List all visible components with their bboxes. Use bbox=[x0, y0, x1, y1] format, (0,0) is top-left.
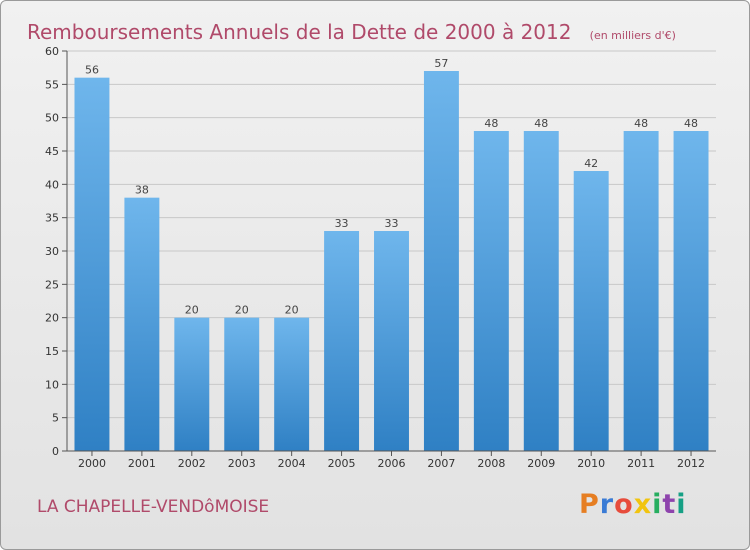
y-tick-label: 35 bbox=[45, 212, 59, 225]
x-tick-label: 2009 bbox=[527, 457, 555, 470]
unit-text: (en milliers d'€) bbox=[589, 29, 676, 42]
x-tick-label: 2011 bbox=[627, 457, 655, 470]
bar-2009 bbox=[523, 131, 559, 451]
bar-2011 bbox=[623, 131, 659, 451]
y-tick-label: 5 bbox=[52, 412, 59, 425]
bar-value-label: 48 bbox=[484, 117, 498, 130]
chart-title: Remboursements Annuels de la Dette de 20… bbox=[27, 9, 676, 47]
bar-2002 bbox=[174, 317, 210, 451]
y-tick-label: 45 bbox=[45, 145, 59, 158]
x-tick-label: 2010 bbox=[577, 457, 605, 470]
x-tick-label: 2008 bbox=[477, 457, 505, 470]
commune-name: LA CHAPELLE-VENDôMOISE bbox=[37, 497, 270, 517]
proxiti-logo[interactable]: Proxiti bbox=[579, 489, 687, 520]
logo-letter: i bbox=[652, 489, 663, 520]
logo-letter: P bbox=[579, 489, 600, 520]
bar-value-label: 20 bbox=[285, 304, 299, 317]
bar-value-label: 33 bbox=[335, 217, 349, 230]
logo-letter: o bbox=[614, 489, 634, 520]
bar-2001 bbox=[124, 197, 160, 451]
bars: 56 38 20 20 20 33 33 57 48 48 42 48 48 bbox=[74, 57, 709, 452]
x-tick-label: 2001 bbox=[128, 457, 156, 470]
x-tick-label: 2012 bbox=[677, 457, 705, 470]
bar-2006 bbox=[374, 231, 409, 451]
y-tick-label: 10 bbox=[45, 378, 59, 391]
bar-value-label: 56 bbox=[85, 64, 99, 77]
y-tick-label: 15 bbox=[45, 345, 59, 358]
bar-2004 bbox=[274, 317, 310, 451]
bar-value-label: 57 bbox=[434, 57, 448, 70]
x-tick-label: 2006 bbox=[378, 457, 406, 470]
title-text: Remboursements Annuels de la Dette de 20… bbox=[27, 20, 572, 44]
y-tick-label: 20 bbox=[45, 312, 59, 325]
bar-value-label: 20 bbox=[235, 304, 249, 317]
logo-letter: i bbox=[676, 489, 687, 520]
x-tick-label: 2007 bbox=[427, 457, 455, 470]
bar-2000 bbox=[74, 77, 110, 452]
y-tick-label: 60 bbox=[45, 45, 59, 58]
bar-2005 bbox=[324, 231, 360, 451]
x-tick-label: 2000 bbox=[78, 457, 106, 470]
y-tick-label: 40 bbox=[45, 178, 59, 191]
x-tick-label: 2005 bbox=[328, 457, 356, 470]
bar-value-label: 20 bbox=[185, 304, 199, 317]
logo-letter: t bbox=[662, 489, 677, 520]
bar-value-label: 42 bbox=[584, 157, 598, 170]
x-tick-label: 2002 bbox=[178, 457, 206, 470]
y-tick-label: 25 bbox=[45, 278, 59, 291]
bar-value-label: 48 bbox=[534, 117, 548, 130]
logo-letter: r bbox=[599, 489, 615, 520]
bar-2003 bbox=[224, 317, 260, 451]
x-tick-label: 2004 bbox=[278, 457, 306, 470]
x-tick-label: 2003 bbox=[228, 457, 256, 470]
y-tick-label: 55 bbox=[45, 78, 59, 91]
bar-value-label: 48 bbox=[634, 117, 648, 130]
bar-value-label: 33 bbox=[385, 217, 399, 230]
bar-value-label: 38 bbox=[135, 184, 149, 197]
bar-value-label: 48 bbox=[684, 117, 698, 130]
bar-2010 bbox=[573, 171, 609, 451]
axes: 0 5 10 15 20 25 30 35 40 45 50 55 60 2000 2001 2002 2003… bbox=[45, 45, 716, 470]
logo-letter: x bbox=[633, 489, 653, 520]
bar-2008 bbox=[473, 131, 509, 451]
bar-2012 bbox=[673, 131, 709, 451]
y-tick-label: 30 bbox=[45, 245, 59, 258]
y-tick-label: 0 bbox=[52, 445, 59, 458]
y-tick-label: 50 bbox=[45, 112, 59, 125]
bar-2007 bbox=[423, 71, 459, 451]
